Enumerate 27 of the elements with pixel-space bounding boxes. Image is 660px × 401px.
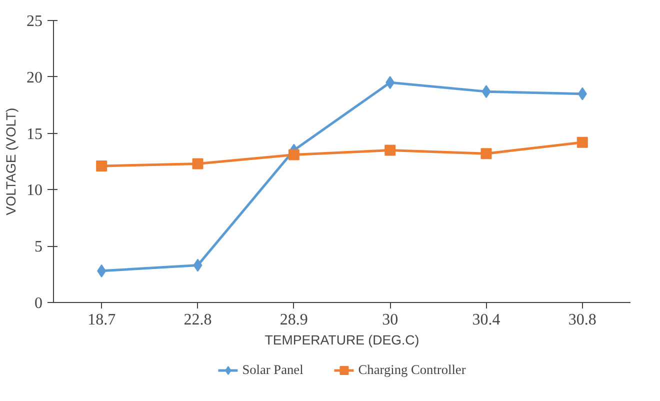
y-tick-label: 20	[26, 69, 42, 86]
point	[384, 144, 396, 156]
point	[578, 87, 587, 100]
y-tick-label: 15	[26, 126, 42, 143]
point	[386, 76, 395, 90]
legend-label: Charging Controller	[358, 362, 466, 378]
point	[97, 264, 106, 278]
y-axis-title: VOLTAGE (VOLT)	[4, 108, 18, 216]
x-tick-label: 28.9	[280, 312, 308, 328]
point	[288, 149, 300, 160]
x-tick-label: 18.7	[88, 312, 116, 328]
point	[480, 148, 492, 160]
point	[96, 160, 108, 172]
legend-label: Solar Panel	[242, 362, 304, 378]
point	[576, 136, 588, 148]
y-tick-label: 25	[26, 13, 42, 30]
y-tick-label: 5	[34, 238, 42, 256]
point	[193, 258, 202, 272]
point	[192, 158, 204, 170]
x-tick-label: 30.4	[472, 312, 500, 328]
x-tick-label: 22.8	[184, 312, 212, 328]
x-axis-title: TEMPERATURE (DEG.C)	[264, 332, 420, 348]
y-tick-label: 10	[26, 182, 42, 200]
x-tick-label: 30	[382, 312, 398, 328]
point	[482, 85, 491, 98]
x-tick-label: 30.8	[568, 312, 596, 328]
y-tick-label: 0	[34, 295, 42, 312]
